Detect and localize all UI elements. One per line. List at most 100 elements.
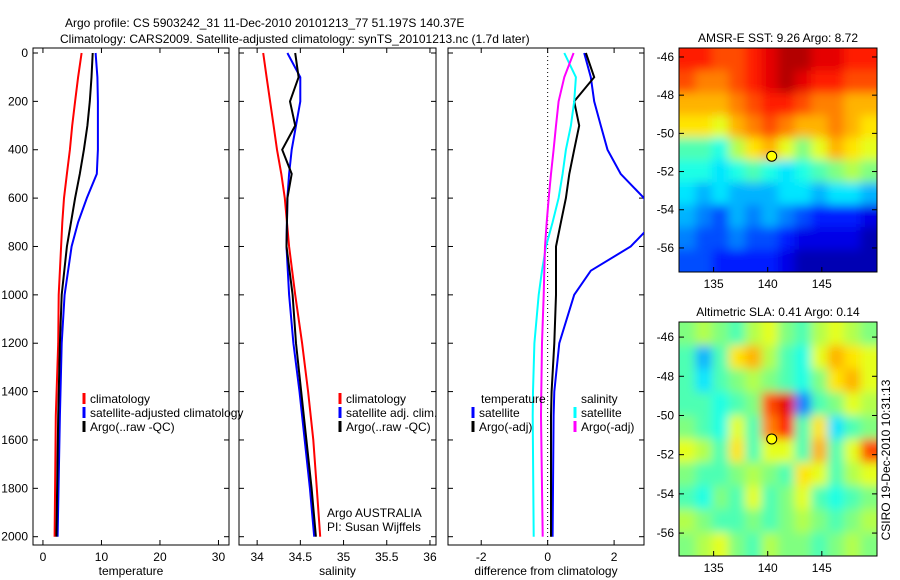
heatmap-cell	[695, 322, 713, 347]
y-tick-label: 1200	[1, 336, 28, 350]
series-line-temperature-argo-adj-	[550, 52, 596, 537]
heatmap-cell	[679, 249, 697, 272]
heatmap-cell	[679, 368, 697, 394]
series-group	[262, 52, 322, 537]
heatmap-cell	[761, 322, 779, 347]
heatmap-cell	[844, 345, 862, 370]
heatmap-cell	[761, 392, 779, 417]
heatmap-cell	[778, 322, 796, 347]
heatmap-cell	[844, 115, 862, 139]
heatmap-cell	[827, 227, 845, 251]
y-tick-label: -48	[657, 369, 675, 383]
heatmap-cell	[811, 115, 829, 139]
legend-temp-2-label: Argo(..raw -QC)	[90, 420, 175, 434]
heatmap-cell	[778, 227, 796, 251]
heatmap-cell	[712, 48, 730, 72]
heatmap-cell	[811, 322, 829, 347]
heatmap-cell	[679, 70, 697, 94]
heatmap-cell	[695, 204, 713, 229]
y-tick-label: -50	[657, 408, 675, 422]
heatmap-cell	[860, 439, 877, 464]
x-tick-label: 34.5	[289, 550, 313, 564]
heatmap-cell	[679, 392, 697, 417]
heatmap-cell	[712, 227, 730, 251]
heatmap-cell	[679, 345, 697, 370]
map-panel-1: 135 140 145 -46 -48 -50 -52 -54 -56	[657, 47, 878, 291]
heatmap-cell	[761, 70, 779, 94]
heatmap-cell	[712, 160, 730, 184]
heatmap-cell	[728, 485, 746, 511]
heatmap-cell	[679, 509, 697, 534]
heatmap-cell	[761, 345, 779, 370]
heatmap-cell	[778, 160, 796, 184]
heatmap-cell	[794, 182, 812, 206]
heatmap-cell	[794, 249, 812, 272]
heatmap-cell	[745, 70, 763, 94]
y-tick-label: 600	[8, 191, 28, 205]
heatmap-cell	[844, 160, 862, 184]
heatmap-cell	[811, 485, 829, 511]
heatmap-cell	[811, 137, 829, 161]
heatmap-cell	[695, 532, 713, 556]
heatmap-cell	[761, 368, 779, 394]
x-tick-label: 2	[611, 550, 618, 564]
x-tick-label: 35	[337, 550, 351, 564]
heatmap-cell	[695, 70, 713, 94]
heatmap-cell	[712, 415, 730, 440]
argo-location-marker	[766, 150, 778, 162]
heatmap-cell	[695, 92, 713, 117]
heatmap-cell	[679, 439, 697, 464]
x-tick-label: 10	[95, 550, 109, 564]
heatmap-cell	[844, 92, 862, 117]
heatmap-cell	[712, 70, 730, 94]
heatmap-cell	[728, 70, 746, 94]
heatmap-cell	[745, 48, 763, 72]
heatmap-cell	[794, 137, 812, 161]
heatmap-cell	[844, 485, 862, 511]
heatmap-cell	[794, 115, 812, 139]
heatmap-cells	[679, 322, 877, 556]
heatmap-cell	[827, 48, 845, 72]
heatmap-cell	[712, 92, 730, 117]
x-tick-label: 145	[812, 561, 832, 575]
heatmap-cell	[811, 227, 829, 251]
y-tick-label: -54	[657, 487, 675, 501]
heatmap-cell	[844, 415, 862, 440]
heatmap-cell	[695, 182, 713, 206]
heatmap-smoothed	[679, 322, 877, 556]
heatmap-cell	[761, 160, 779, 184]
heatmap-cell	[844, 48, 862, 72]
heatmap-cell	[860, 70, 877, 94]
heatmap-cell	[811, 70, 829, 94]
heatmap-cell	[778, 392, 796, 417]
annotation-line1: Argo AUSTRALIA	[327, 506, 422, 520]
heatmap-cell	[745, 532, 763, 556]
heatmap-cell	[712, 249, 730, 272]
heatmap-cell	[844, 322, 862, 347]
heatmap-cell	[778, 368, 796, 394]
profile-panel-2: 34 34.5 35 35.5 36 salinity	[238, 47, 437, 578]
heatmap-cell	[745, 92, 763, 117]
heatmap-cell	[745, 485, 763, 511]
heatmap-cell	[745, 345, 763, 370]
y-tick-label: 400	[8, 143, 28, 157]
y-tick-label: -48	[657, 88, 675, 102]
series-line-argo-raw-qc-	[281, 52, 317, 537]
heatmap-cell	[728, 392, 746, 417]
heatmap-cell	[811, 392, 829, 417]
heatmap-cell	[728, 368, 746, 394]
heatmap-cell	[827, 345, 845, 370]
plot-frame	[32, 47, 230, 546]
heatmap-cell	[844, 204, 862, 229]
heatmap-cell	[745, 368, 763, 394]
heatmap-cell	[712, 322, 730, 347]
y-tick-label: -56	[657, 526, 675, 540]
heatmap-cell	[761, 182, 779, 206]
heatmap-cell	[679, 462, 697, 487]
heatmap-cell	[860, 160, 877, 184]
heatmap-cell	[860, 227, 877, 251]
y-tick-label: 1400	[1, 385, 28, 399]
heatmap-cell	[745, 439, 763, 464]
heatmap-cell	[794, 485, 812, 511]
